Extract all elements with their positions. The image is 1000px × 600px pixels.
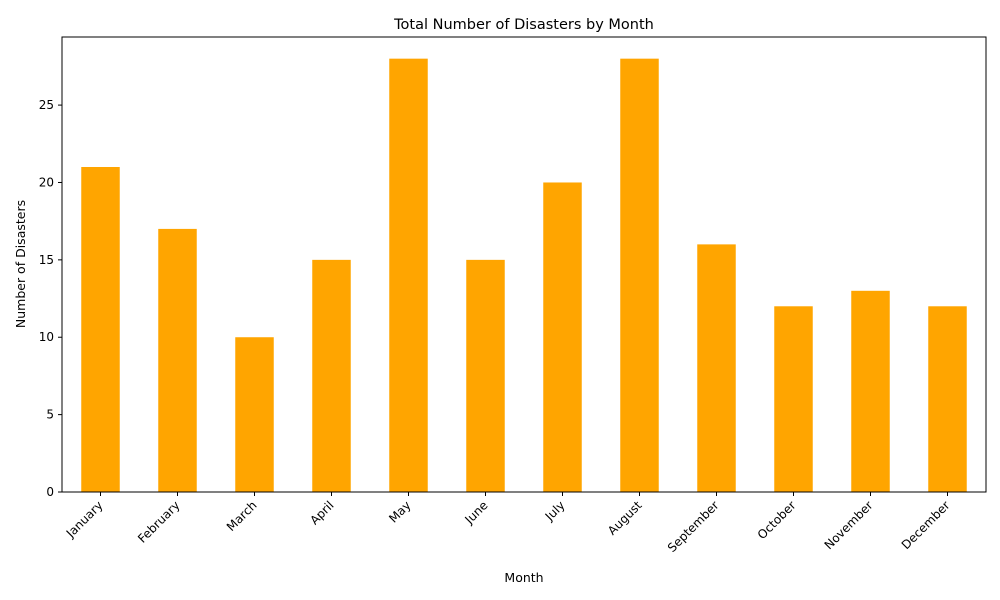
x-tick-label: August bbox=[605, 498, 645, 538]
x-tick-label: October bbox=[755, 498, 799, 542]
y-tick-label: 20 bbox=[39, 175, 54, 189]
bar-october bbox=[774, 306, 813, 492]
bar-february bbox=[158, 228, 197, 492]
x-tick-label: May bbox=[386, 498, 413, 525]
bar-june bbox=[466, 259, 505, 492]
bar-january bbox=[81, 167, 120, 492]
x-tick-label: February bbox=[135, 498, 183, 546]
y-axis: 0 5 10 15 20 25 bbox=[39, 98, 62, 499]
y-tick-label: 15 bbox=[39, 253, 54, 267]
bar-august bbox=[620, 58, 659, 493]
bar-march bbox=[235, 337, 274, 492]
y-tick-label: 25 bbox=[39, 98, 54, 112]
y-tick-label: 0 bbox=[46, 485, 54, 499]
x-tick-label: July bbox=[542, 498, 568, 524]
bars-group bbox=[81, 58, 967, 493]
bar-september bbox=[697, 244, 736, 492]
y-axis-label: Number of Disasters bbox=[13, 200, 28, 328]
bar-april bbox=[312, 259, 351, 492]
x-tick-label: December bbox=[899, 498, 953, 552]
x-tick-label: April bbox=[307, 498, 336, 527]
chart-title: Total Number of Disasters by Month bbox=[393, 17, 654, 33]
bar-may bbox=[389, 58, 428, 493]
x-tick-label: March bbox=[224, 498, 260, 534]
bar-december bbox=[928, 306, 967, 492]
bar-july bbox=[543, 182, 582, 492]
y-tick-label: 5 bbox=[46, 408, 54, 422]
x-tick-label: June bbox=[462, 498, 491, 527]
plot-frame bbox=[61, 36, 987, 493]
x-tick-label: September bbox=[665, 498, 722, 555]
y-tick-label: 10 bbox=[39, 330, 54, 344]
bar-november bbox=[851, 290, 890, 492]
x-tick-label: November bbox=[822, 498, 876, 552]
x-tick-label: January bbox=[63, 498, 106, 541]
x-axis: January February March April May June July Augu… bbox=[63, 492, 953, 555]
x-axis-label: Month bbox=[504, 570, 543, 585]
